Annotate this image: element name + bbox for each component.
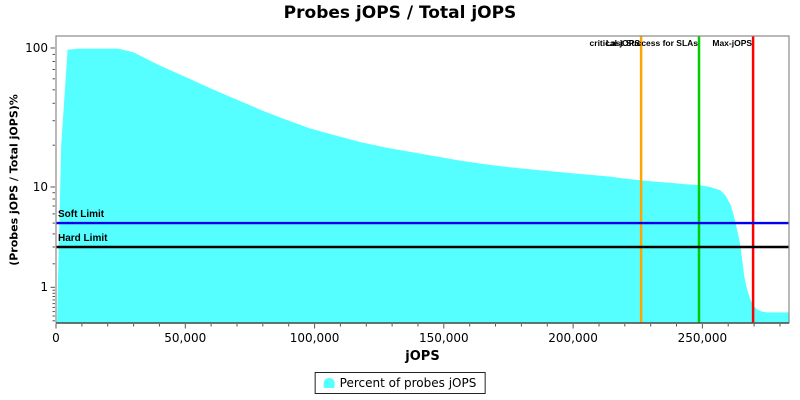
area-series-swatch-icon xyxy=(323,378,335,388)
x-axis-title: jOPS xyxy=(405,349,440,364)
y-axis-title: (Probes jOPS / Total jOPS)% xyxy=(7,94,21,266)
legend-box: Percent of probes jOPS xyxy=(314,372,486,394)
chart-title: Probes jOPS / Total jOPS xyxy=(283,3,517,23)
probes-area-series xyxy=(57,48,789,323)
legend-series-label: Percent of probes jOPS xyxy=(339,376,477,390)
